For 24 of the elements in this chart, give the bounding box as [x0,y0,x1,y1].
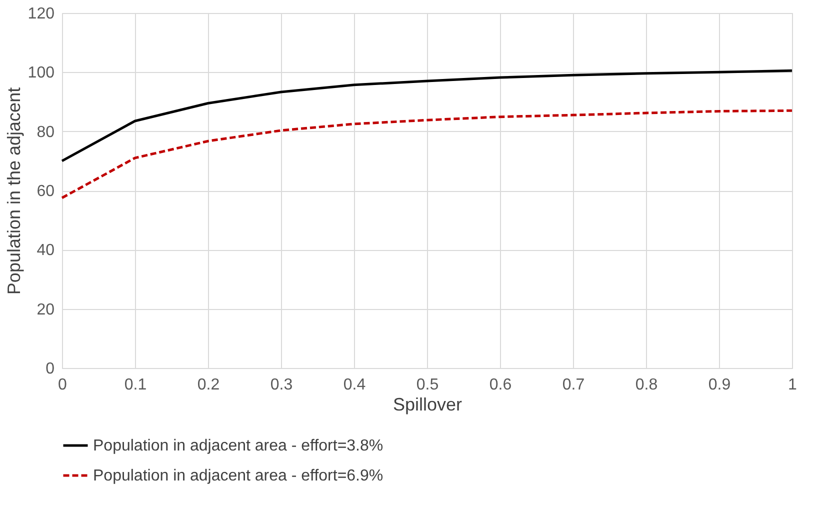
x-axis-title: Spillover [392,394,462,414]
x-tick-label: 0.9 [708,376,731,394]
x-tick-label: 0 [58,376,68,394]
y-tick-label: 60 [36,183,55,200]
line-series [60,69,794,162]
y-tick-label: 120 [28,6,55,22]
x-tick-label: 0.4 [343,376,366,394]
legend-label: Population in adjacent area - effort=3.8% [93,438,384,454]
y-tick-label: 80 [36,124,55,141]
y-tick-label: 20 [36,301,55,318]
x-tick-label: 1 [788,376,798,394]
y-tick-label: 0 [46,360,55,378]
y-axis-title: Population in the adjacent [4,87,24,295]
x-tick-label: 0.7 [562,376,585,394]
y-tick-label: 100 [28,64,55,82]
x-tick-label: 0.1 [124,376,147,394]
legend-label: Population in adjacent area - effort=6.9% [93,468,384,484]
x-tick-label: 0.6 [489,376,512,394]
x-tick-label: 0.2 [197,376,220,394]
y-tick-label: 40 [36,242,55,260]
x-tick-label: 0.3 [270,376,293,394]
line-series [60,109,794,200]
x-tick-label: 0.5 [416,376,439,394]
x-tick-label: 0.8 [635,376,658,394]
